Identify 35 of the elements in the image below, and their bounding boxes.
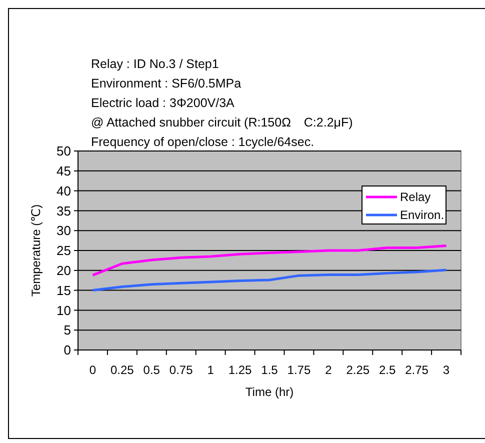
y-tick-label: 35 — [56, 203, 71, 218]
x-tick-label: 1.75 — [287, 363, 311, 377]
x-tick-label: 0.75 — [169, 363, 194, 377]
y-tick-label: 25 — [56, 243, 71, 258]
line-series — [91, 268, 448, 292]
x-tick-label: 1 — [207, 363, 214, 377]
text: Environment : SF6/0.5MPa — [91, 76, 242, 90]
y-tick-label: 40 — [56, 183, 71, 198]
text: Frequency of open/close : 1cycle/64sec. — [91, 135, 314, 149]
x-tick-label: 3 — [442, 363, 450, 377]
text: Electric load : 3Φ200V/3A — [91, 96, 236, 110]
y-axis-title: Temperature (℃) — [29, 204, 43, 297]
x-tick-label: 1.5 — [261, 363, 278, 377]
x-axis-title: Time (hr) — [245, 385, 294, 399]
chart-title: Relay : ID No.3 / Step1 — [91, 57, 219, 71]
x-tick-label: 1.25 — [228, 363, 252, 377]
x-tick-label: 2 — [325, 363, 332, 377]
y-tick-label: 15 — [56, 282, 71, 298]
y-tick-label: 0 — [64, 342, 71, 358]
x-tick-label: 0.25 — [110, 363, 134, 377]
x-tick-label: 0 — [89, 363, 96, 377]
line-series — [91, 244, 448, 276]
y-tick-label: 20 — [56, 262, 71, 278]
x-tick-label: 2.5 — [379, 363, 396, 377]
x-tick-label: 2.75 — [405, 363, 429, 377]
y-tick-label: 50 — [56, 144, 71, 159]
y-tick-label: 30 — [56, 223, 71, 238]
y-tick-label: 45 — [56, 163, 71, 178]
y-tick-label: 5 — [64, 322, 71, 338]
legend-label: Environ. — [400, 208, 444, 222]
text: @ Attached snubber circuit (R:150Ω C:2.2μF) — [91, 116, 353, 130]
legend-label: Relay — [400, 190, 431, 204]
x-tick-label: 0.5 — [143, 363, 160, 377]
x-tick-label: 2.25 — [346, 363, 370, 377]
y-tick-label: 10 — [56, 302, 71, 318]
